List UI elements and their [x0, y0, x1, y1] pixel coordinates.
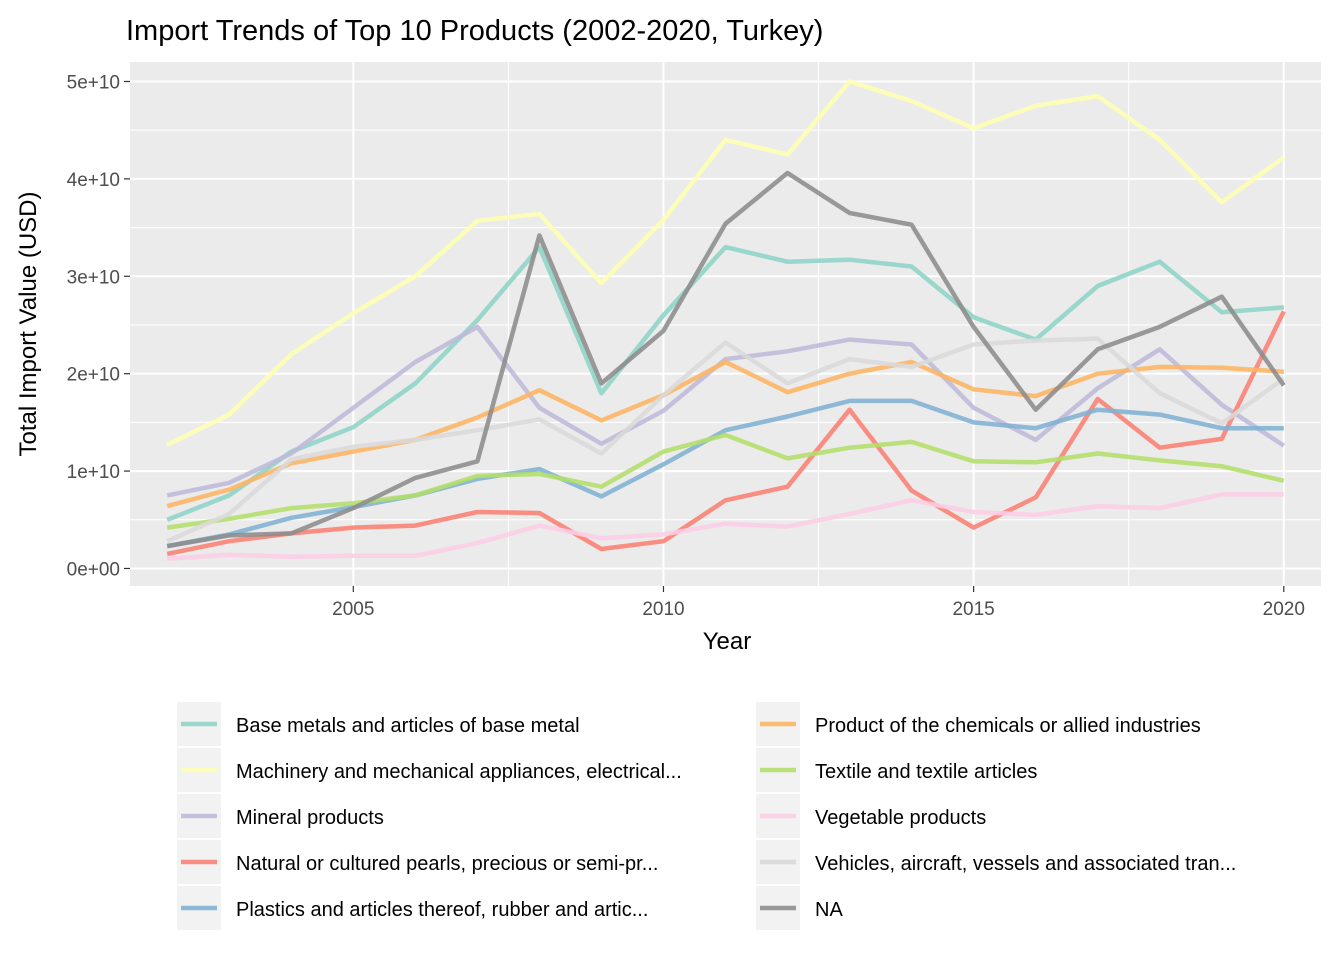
y-tick-label: 2e+10 [67, 365, 120, 386]
x-tick-label: 2015 [952, 599, 994, 620]
legend-entry-label: Product of the chemicals or allied indus… [815, 715, 1201, 737]
y-tick-label: 5e+10 [67, 72, 120, 93]
legend-entry-label: NA [815, 899, 843, 921]
series-line-9 [166, 336, 1286, 544]
x-axis-title: Year [703, 628, 752, 655]
legend-entry-label: Natural or cultured pearls, precious or … [236, 853, 658, 875]
legend-entry-label: Base metals and articles of base metal [236, 715, 580, 737]
series-line-6 [166, 359, 1284, 509]
x-axis: 2005 2010 2015 2020 [332, 586, 1305, 620]
series-line-3 [166, 324, 1286, 498]
series-line-1 [166, 244, 1284, 522]
series-line-7 [166, 432, 1285, 530]
series-line-2 [166, 79, 1286, 447]
y-tick-label: 4e+10 [67, 170, 120, 191]
y-axis: 0e+00 1e+10 2e+10 3e+10 4e+10 5e+10 [67, 72, 130, 580]
x-tick-label: 2005 [332, 599, 374, 620]
y-axis-title: Total Import Value (USD) [15, 192, 42, 457]
series-line-10 [166, 170, 1286, 549]
legend-entry-label: Vegetable products [815, 807, 986, 829]
legend: Base metals and articles of base metal Ma… [177, 702, 1236, 930]
y-tick-label: 1e+10 [67, 462, 120, 483]
legend-entry-label: Machinery and mechanical appliances, ele… [236, 761, 682, 783]
series-lines [166, 79, 1286, 561]
series-line-4 [166, 310, 1286, 557]
legend-entry-label: Vehicles, aircraft, vessels and associat… [815, 853, 1236, 875]
series-line-8 [167, 492, 1284, 561]
x-tick-label: 2020 [1263, 599, 1305, 620]
legend-entry-label: Plastics and articles thereof, rubber an… [236, 899, 648, 921]
legend-entry-label: Textile and textile articles [815, 761, 1037, 783]
y-tick-label: 3e+10 [67, 267, 120, 288]
chart-title: Import Trends of Top 10 Products (2002-2… [126, 15, 823, 47]
legend-entry-label: Mineral products [236, 807, 384, 829]
y-tick-label: 0e+00 [67, 559, 120, 580]
x-tick-label: 2010 [642, 599, 684, 620]
